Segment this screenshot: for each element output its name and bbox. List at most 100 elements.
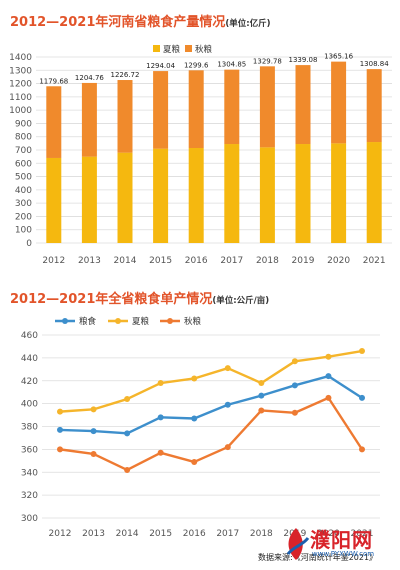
bar-summer [81,156,97,243]
y-tick-label: 320 [21,491,38,501]
total-label: 1304.85 [217,61,246,69]
bar-autumn [188,70,204,149]
bar-summer [331,143,347,243]
data-point [359,394,365,401]
legend-label: 秋粮 [195,44,213,55]
chart2-unit: (单位:公斤/亩) [212,296,270,306]
x-tick-label: 2018 [250,529,273,539]
bar-autumn [224,69,240,145]
x-tick-label: 2013 [82,529,105,539]
chart2-title-text: 2012—2021年全省粮食单产情况 [10,292,213,307]
total-label: 1308.84 [360,60,389,68]
x-tick-label: 2021 [363,256,386,266]
y-tick-label: 440 [21,354,38,364]
data-point [224,365,231,372]
source-note: 数据来源:《河南统计年鉴2021》 [258,553,378,562]
x-tick-label: 2014 [114,256,137,266]
legend-label: 秋粮 [184,316,202,327]
y-tick-label: 700 [15,146,32,156]
y-tick-label: 900 [15,119,32,129]
bar-summer [153,148,169,243]
total-label: 1339.08 [289,56,318,64]
bar-summer [188,148,204,243]
watermark-name: 濮阳网 [310,528,373,552]
bar-autumn [117,80,133,153]
bar-autumn [81,82,97,157]
chart1-svg: 0 100 200 300 400 500 600 700 800 900 1000 1100 1200… [9,44,392,266]
legend-marker [62,318,68,324]
data-point [291,382,298,389]
legend-swatch [153,45,160,52]
bar-summer [117,152,133,243]
chart1-title-text: 2012—2021年河南省粮食产量情况 [10,15,226,30]
x-tick-label: 2013 [78,256,101,266]
data-point [57,426,63,433]
data-point [124,396,131,403]
x-tick-label: 2017 [216,529,239,539]
chart2-title: 2012—2021年全省粮食单产情况(单位:公斤/亩) [10,288,269,307]
y-tick-label: 360 [21,445,38,455]
y-tick-label: 460 [21,331,38,341]
x-tick-label: 2018 [256,256,279,266]
legend-marker [115,318,121,324]
watermark-logo-icon [286,528,310,560]
watermark-url: www.PYXWW.com [312,550,375,558]
total-label: 1294.04 [146,62,175,70]
total-label: 1299.6 [184,61,209,69]
bar-summer [259,147,275,243]
bar-summer [295,144,311,243]
data-point [325,353,332,360]
y-tick-label: 1000 [9,106,32,116]
y-tick-label: 400 [21,400,38,410]
total-label: 1179.68 [39,77,68,85]
data-point [258,380,265,387]
data-point [157,414,164,421]
legend-label: 粮食 [79,316,97,327]
x-tick-label: 2021 [351,529,374,539]
x-tick-label: 2012 [49,529,72,539]
data-point [224,444,231,451]
series-line [59,349,363,413]
y-tick-label: 1400 [9,53,32,63]
data-point [359,446,365,453]
data-point [325,394,332,401]
y-tick-label: 1300 [9,66,32,76]
x-tick-label: 2020 [317,529,340,539]
bar-autumn [46,86,62,158]
data-point [157,380,164,387]
bar-autumn [259,66,275,148]
data-point [191,458,198,465]
data-point [157,449,164,456]
y-tick-label: 600 [15,159,32,169]
x-tick-label: 2016 [183,529,206,539]
y-tick-label: 100 [15,226,32,236]
bar-summer [366,142,382,243]
y-tick-label: 420 [21,377,38,387]
data-point [191,375,198,382]
x-tick-label: 2020 [327,256,350,266]
bar-summer [224,144,240,243]
x-tick-label: 2014 [116,529,139,539]
data-point [124,466,131,473]
bar-autumn [331,61,347,144]
y-tick-label: 300 [15,199,32,209]
data-point [325,373,332,380]
x-tick-label: 2019 [292,256,315,266]
y-tick-label: 300 [21,514,38,524]
legend-swatch [185,45,192,52]
x-tick-label: 2012 [42,256,65,266]
watermark: 濮阳网 www.PYXWW.com [282,524,396,568]
data-point [124,430,131,437]
data-point [258,392,265,399]
bar-autumn [366,69,382,143]
chart1-title: 2012—2021年河南省粮食产量情况(单位:亿斤) [10,11,271,30]
y-tick-label: 200 [15,212,32,222]
total-label: 1329.78 [253,57,282,65]
data-point [224,401,231,408]
data-point [191,415,198,422]
x-tick-label: 2016 [185,256,208,266]
y-tick-label: 400 [15,186,32,196]
y-tick-label: 340 [21,468,38,478]
data-point [359,348,365,355]
series-line [59,396,364,472]
